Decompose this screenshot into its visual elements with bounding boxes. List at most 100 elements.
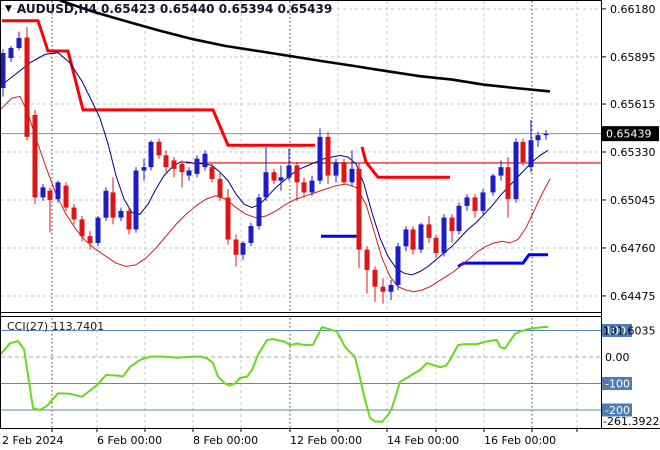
candle bbox=[520, 141, 526, 163]
candle bbox=[118, 210, 124, 218]
price-axis-label: 0.64475 bbox=[610, 290, 656, 303]
candle bbox=[40, 187, 46, 198]
candle bbox=[490, 175, 496, 193]
candlestick-series bbox=[1, 27, 549, 304]
cci-level-badge bbox=[602, 377, 632, 390]
candle bbox=[1, 53, 6, 89]
current-price-badge bbox=[602, 126, 659, 142]
candle bbox=[301, 182, 307, 193]
candle bbox=[426, 224, 432, 238]
candle bbox=[202, 153, 208, 168]
candle bbox=[349, 168, 355, 183]
panel-borders bbox=[0, 0, 660, 429]
candle bbox=[317, 136, 323, 181]
candle bbox=[163, 155, 169, 168]
candle bbox=[543, 133, 549, 136]
candle bbox=[418, 224, 424, 250]
cci-min-label: -261.3922 bbox=[603, 415, 659, 428]
daily-ma-black-line bbox=[59, 1, 551, 93]
time-axis[interactable]: 2 Feb 2024 6 Feb 00:00 8 Feb 00:00 12 Feb 0… bbox=[2, 429, 578, 447]
cci-panel[interactable] bbox=[0, 325, 601, 423]
candle bbox=[410, 229, 416, 250]
symbol-ohlc-text: AUDUSD,H4 0.65423 0.65440 0.65394 0.6543… bbox=[16, 2, 333, 16]
price-axis-label: 0.65330 bbox=[610, 146, 656, 159]
candle bbox=[325, 136, 331, 176]
time-axis-label: 12 Feb 00:00 bbox=[290, 434, 362, 447]
main-panel[interactable] bbox=[0, 1, 601, 304]
candle bbox=[240, 242, 246, 255]
cci-level-badge-text: -100 bbox=[605, 378, 630, 391]
cci-level-badge bbox=[602, 324, 632, 337]
candle bbox=[309, 180, 315, 193]
candle bbox=[194, 158, 200, 174]
time-axis-label: 6 Feb 00:00 bbox=[97, 434, 162, 447]
candle bbox=[209, 167, 215, 179]
chart-title: ▼ AUDUSD,H4 0.65423 0.65440 0.65394 0.65… bbox=[5, 2, 332, 16]
candle bbox=[133, 170, 139, 230]
candle bbox=[441, 217, 447, 254]
candle bbox=[179, 163, 185, 173]
candle bbox=[141, 167, 147, 171]
candle bbox=[126, 210, 132, 230]
candle bbox=[449, 217, 455, 232]
candle bbox=[271, 172, 277, 181]
ma-navy-line bbox=[1, 52, 549, 276]
candle bbox=[156, 141, 162, 156]
cci-level-badge-text: 100 bbox=[605, 325, 626, 338]
candle bbox=[356, 168, 362, 250]
candle bbox=[388, 284, 394, 292]
candle bbox=[263, 172, 269, 198]
candle bbox=[47, 190, 53, 200]
candle bbox=[256, 197, 262, 227]
candle bbox=[278, 177, 284, 181]
candle bbox=[24, 37, 30, 137]
candle bbox=[528, 140, 534, 168]
cci-axis[interactable]: 100 -100 -200 131.6035 0.00 -261.3922 bbox=[601, 324, 659, 428]
cci-level-badge-text: -200 bbox=[605, 404, 630, 417]
candle bbox=[103, 190, 109, 218]
cci-line bbox=[1, 325, 549, 423]
candle bbox=[395, 246, 401, 285]
candle bbox=[87, 236, 93, 243]
candle bbox=[16, 38, 22, 48]
candle bbox=[8, 47, 14, 59]
candle bbox=[472, 197, 478, 211]
candle bbox=[186, 170, 192, 176]
candle bbox=[63, 185, 69, 208]
price-axis-label: 0.65045 bbox=[610, 194, 656, 207]
candle bbox=[433, 237, 439, 254]
price-axis[interactable]: 0.66180 0.65895 0.65615 0.65330 0.65045 0.647… bbox=[601, 3, 659, 303]
candle bbox=[248, 226, 254, 243]
candle bbox=[364, 249, 370, 270]
price-axis-label: 0.65895 bbox=[610, 51, 656, 64]
candle bbox=[79, 219, 85, 237]
candle bbox=[171, 160, 177, 169]
candle bbox=[55, 182, 61, 200]
time-axis-label: 8 Feb 00:00 bbox=[193, 434, 258, 447]
candle bbox=[456, 205, 462, 232]
candle bbox=[217, 178, 223, 198]
candle bbox=[480, 192, 486, 211]
candle bbox=[333, 162, 339, 176]
candle bbox=[294, 165, 300, 183]
candle bbox=[225, 197, 231, 240]
ma-red-line bbox=[1, 95, 551, 293]
candle bbox=[403, 229, 409, 247]
trailing-stop-red-segment bbox=[2, 19, 315, 147]
candle bbox=[286, 165, 292, 178]
price-axis-label: 0.64760 bbox=[610, 242, 656, 255]
grid bbox=[1, 1, 601, 428]
candle bbox=[32, 114, 38, 198]
candle bbox=[372, 269, 378, 287]
cci-zero-label: 0.00 bbox=[605, 351, 630, 364]
trailing-stop-red-segment bbox=[360, 146, 450, 179]
candle bbox=[464, 197, 470, 206]
price-axis-label: 0.66180 bbox=[610, 3, 656, 16]
symbol-dropdown-icon[interactable]: ▼ bbox=[5, 4, 12, 14]
candle bbox=[535, 135, 541, 141]
cci-level-badge bbox=[602, 403, 632, 417]
time-axis-label: 2 Feb 2024 bbox=[2, 434, 63, 447]
candle bbox=[110, 192, 116, 218]
